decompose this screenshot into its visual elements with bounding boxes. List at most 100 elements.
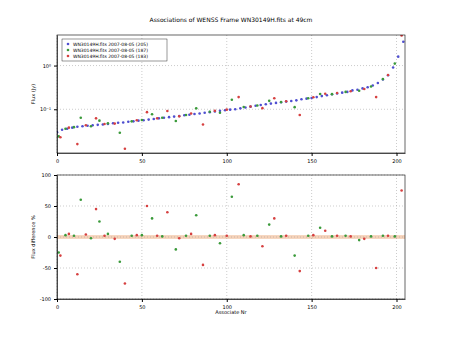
point [219, 242, 222, 245]
point [76, 143, 79, 146]
y-axis: 10⁻¹10⁰ [40, 36, 58, 154]
point [280, 235, 283, 238]
point [195, 214, 198, 217]
legend-label: WN30149H.fits 2007-08-05 (205) [73, 42, 148, 47]
grid-line [57, 268, 405, 269]
point [107, 233, 110, 236]
grid-line [57, 65, 405, 66]
point [363, 238, 366, 241]
tick-label: -100 [40, 296, 51, 302]
grid-line [396, 35, 397, 153]
tick: 50 [45, 203, 57, 209]
point [349, 235, 352, 238]
axis-line [57, 176, 58, 300]
plot-frame [57, 175, 405, 299]
point [261, 245, 264, 248]
point [256, 104, 259, 107]
tick-mark [54, 66, 57, 67]
point [336, 92, 339, 95]
tick: 200 [392, 299, 402, 310]
tick-mark [54, 237, 57, 238]
point [315, 96, 318, 99]
tick-mark [312, 299, 313, 302]
tick-mark [54, 268, 57, 269]
point [193, 113, 196, 116]
point [225, 234, 228, 237]
point [117, 122, 120, 125]
legend: WN30149H.fits 2007-08-05 (205)WN30149H.f… [62, 39, 167, 61]
point [98, 220, 101, 223]
point [203, 112, 206, 115]
point [324, 230, 327, 233]
tick-label: 200 [392, 158, 402, 164]
point [73, 126, 76, 129]
point [331, 93, 334, 96]
point [151, 113, 154, 116]
point [190, 233, 193, 236]
point [103, 234, 106, 237]
point [141, 234, 144, 237]
tick-mark [54, 299, 57, 300]
point [81, 125, 84, 128]
point [344, 234, 347, 237]
point [95, 208, 98, 211]
legend-marker [67, 43, 70, 46]
tick: 50 [139, 299, 145, 310]
point [336, 92, 339, 95]
point [168, 116, 171, 119]
tick: 150 [307, 299, 317, 310]
axis-line [58, 299, 406, 300]
point [290, 100, 293, 103]
tick: 50 [139, 153, 145, 164]
point [107, 123, 110, 126]
point [242, 106, 245, 109]
point [331, 235, 334, 238]
point [239, 107, 242, 110]
tick-mark [54, 175, 57, 176]
tick-label: 0 [56, 304, 59, 310]
point [98, 119, 101, 122]
point [208, 234, 211, 237]
point [377, 82, 380, 85]
point [185, 234, 188, 237]
plot-frame [57, 35, 405, 153]
point [79, 199, 82, 202]
tick: 10⁻¹ [40, 106, 57, 112]
tick: 0 [56, 299, 59, 310]
point [119, 261, 122, 264]
tick-label: 10⁻¹ [40, 106, 51, 112]
point [151, 217, 154, 220]
point [202, 264, 205, 267]
tick: 200 [392, 153, 402, 164]
point [225, 108, 228, 111]
point [249, 105, 252, 108]
point [341, 91, 344, 94]
point [265, 103, 268, 106]
point [64, 234, 67, 237]
point [298, 114, 301, 117]
band [57, 235, 405, 239]
point [185, 114, 188, 117]
point [173, 115, 176, 118]
point [90, 125, 93, 128]
point [358, 89, 361, 92]
point [208, 110, 211, 113]
point [387, 234, 390, 237]
point [293, 106, 296, 109]
axis-line [58, 153, 406, 154]
point [382, 78, 385, 81]
point [135, 119, 138, 122]
point [387, 74, 390, 77]
point [152, 118, 155, 121]
point [214, 110, 217, 113]
point [394, 235, 397, 238]
point [268, 223, 271, 226]
point [95, 117, 98, 120]
point [375, 96, 378, 99]
panel: 05010015020010⁻¹10⁰ [40, 34, 406, 163]
grid-line [57, 206, 405, 207]
tick-mark [54, 206, 57, 207]
point [166, 110, 169, 113]
point [298, 270, 301, 273]
point [249, 105, 252, 108]
